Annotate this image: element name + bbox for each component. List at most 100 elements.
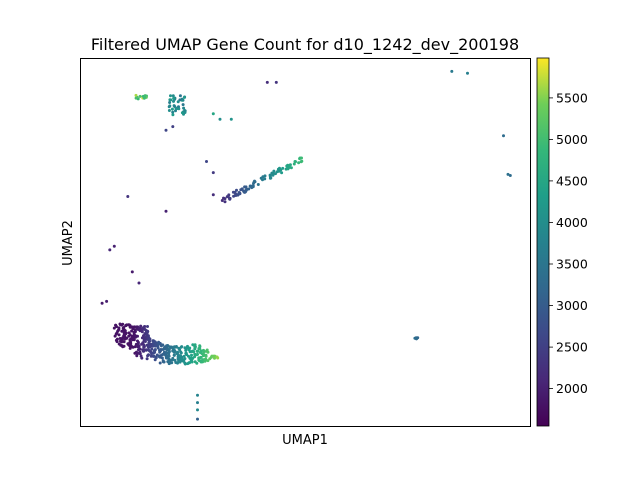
data-point [159,349,162,353]
data-point [215,355,219,359]
data-point [231,190,235,194]
data-point [243,185,247,189]
data-point [183,361,187,365]
data-point [253,179,256,183]
data-point [179,354,182,358]
data-point [272,169,276,173]
data-point [126,342,130,346]
data-point [121,337,124,340]
data-point [229,117,233,121]
data-point [156,346,160,350]
data-point [165,348,169,352]
data-point [205,160,208,163]
data-point [415,337,418,341]
data-point [235,188,238,192]
data-point [195,349,199,353]
data-point [506,172,510,176]
data-point [128,333,132,337]
data-point [136,345,140,349]
data-point [133,330,137,334]
data-point [135,325,138,329]
data-point [161,343,165,347]
data-point [158,355,162,359]
data-point [228,197,231,201]
data-point [293,160,297,163]
data-point [174,106,178,110]
data-point [136,339,139,343]
data-point [268,175,272,178]
data-point [149,344,153,348]
data-point [274,172,277,176]
data-point [179,345,183,349]
colorbar-ticks: 2000 2500 3000 3500 4000 4500 5000 5500 [549,90,588,396]
data-point [167,348,171,352]
data-point [131,336,135,340]
data-point [299,160,303,164]
data-point [164,209,168,213]
data-point [133,351,137,355]
data-point [178,94,182,98]
data-point [165,351,168,354]
data-point [223,200,227,204]
data-point [149,354,153,358]
data-point [148,337,152,341]
colorbar-tick-label: 3500 [556,257,588,272]
data-point [198,344,202,348]
data-point [211,193,215,197]
data-point [177,105,180,109]
data-point [129,340,133,344]
data-point [130,270,134,274]
data-point [187,354,190,358]
data-point [154,355,158,359]
data-point [112,244,116,248]
data-point [153,348,157,352]
data-point [278,166,281,170]
data-point [143,95,147,99]
data-point [158,342,162,346]
y-axis-label: UMAP2 [61,220,76,266]
data-point [199,351,203,355]
data-point [142,348,146,352]
data-point [196,352,199,356]
data-point [122,326,126,329]
data-point [243,190,247,194]
data-point [121,322,125,326]
data-point [113,334,117,338]
data-point [127,323,130,327]
data-point [117,327,121,331]
data-point [167,109,171,112]
data-point [112,326,116,330]
data-point [129,344,133,348]
data-point [220,199,224,202]
data-point [150,347,154,351]
data-point [171,349,175,353]
data-point [183,95,186,99]
data-point [143,340,147,343]
data-point [140,342,144,346]
data-point [508,174,512,177]
data-point [136,342,140,346]
data-point [176,100,180,104]
data-point [211,171,215,175]
data-point [169,94,172,98]
data-point [133,345,137,349]
data-point [206,359,210,363]
data-point [213,356,216,360]
data-point [116,329,120,333]
data-point [119,339,122,343]
data-point [122,340,126,344]
data-point [142,336,146,340]
data-point [240,187,244,191]
data-point [164,128,168,132]
data-point [158,361,162,365]
data-point [142,345,146,349]
data-point [122,333,126,337]
data-point [138,94,142,98]
data-point [286,167,290,171]
data-point [128,325,132,329]
data-point [163,347,167,350]
data-point [208,357,212,361]
data-point [147,353,150,357]
data-point [178,360,182,364]
data-point [198,356,202,360]
